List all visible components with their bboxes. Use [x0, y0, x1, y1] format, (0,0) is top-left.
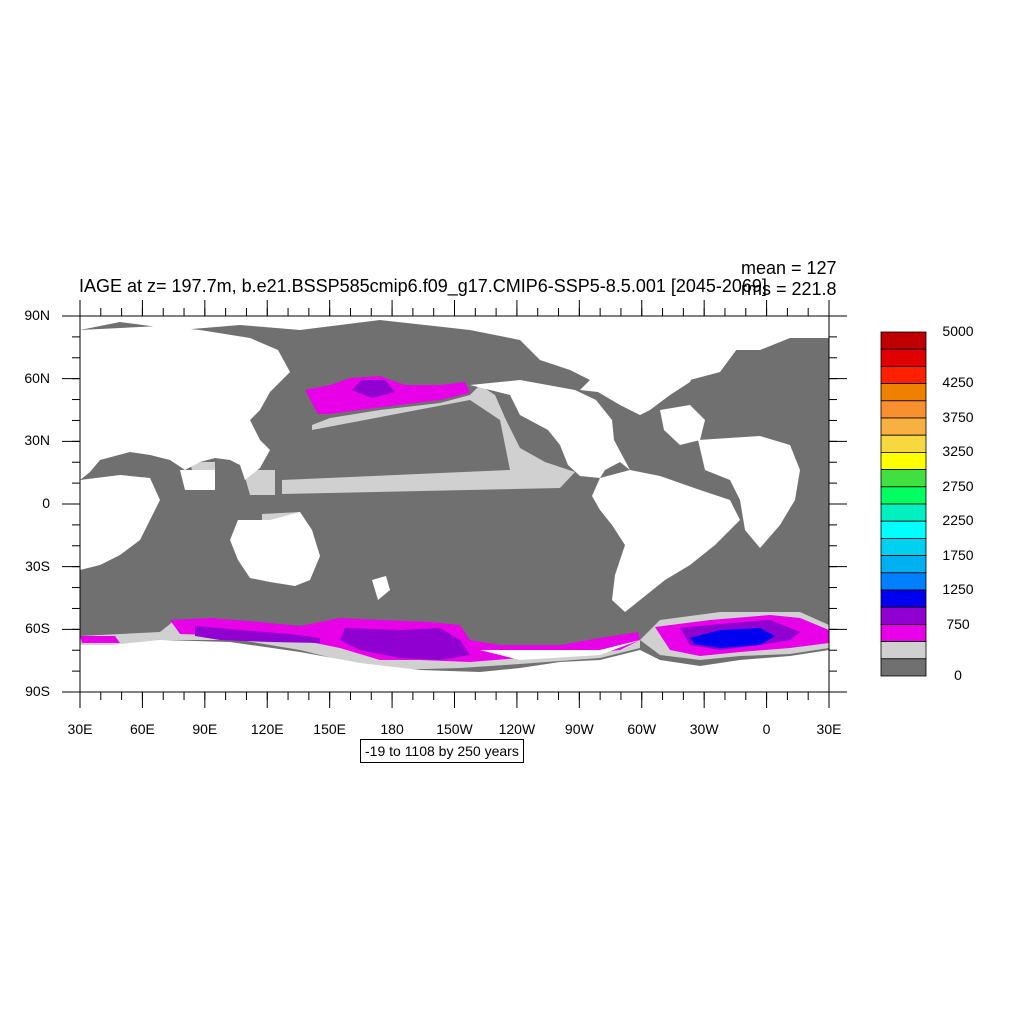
- colorbar-label: 0: [954, 667, 962, 683]
- land-masses: [80, 316, 829, 692]
- lon-label: 150W: [436, 721, 473, 737]
- axis-ticks: [62, 300, 847, 708]
- colorbar-box: [880, 348, 927, 367]
- colorbar-label: 3250: [942, 443, 974, 459]
- colorbar-box: [880, 400, 927, 419]
- colorbar-label: 3750: [942, 409, 974, 425]
- colorbar-box: [880, 365, 927, 384]
- colorbar-label: 2250: [942, 512, 974, 528]
- stat-mean: mean = 127: [741, 258, 837, 278]
- lon-label: 30E: [816, 721, 842, 737]
- lon-label: 120W: [498, 721, 536, 737]
- colorbar-box: [880, 641, 927, 660]
- colorbar-box: [880, 383, 927, 402]
- lon-label: 60W: [627, 721, 657, 737]
- colorbar-label: 5000: [942, 323, 974, 339]
- lat-label: 60S: [25, 620, 50, 637]
- lon-label: 150E: [313, 721, 346, 737]
- lon-label: 90E: [192, 721, 218, 737]
- colorbar-box: [880, 486, 927, 505]
- lat-label: 90N: [24, 307, 50, 323]
- lon-label: 30W: [689, 721, 719, 737]
- colorbar-box: [880, 538, 927, 557]
- colorbar-box: [880, 589, 927, 608]
- plot-title: IAGE at z= 197.7m, b.e21.BSSP585cmip6.f0…: [79, 276, 767, 296]
- lon-label: 0: [762, 721, 771, 737]
- colorbar-label: 1250: [942, 581, 974, 597]
- lat-label: 30N: [24, 432, 50, 449]
- colorbar-box: [880, 572, 927, 591]
- colorbar: [880, 331, 927, 677]
- colorbar-box: [880, 417, 927, 436]
- lon-label: 120E: [250, 721, 284, 737]
- lon-label: 90W: [564, 721, 594, 737]
- colorbar-label: 750: [946, 616, 970, 632]
- colorbar-box: [880, 520, 927, 539]
- colorbar-label: 1750: [942, 547, 974, 563]
- lon-label: 30E: [67, 721, 93, 737]
- colorbar-box: [880, 434, 927, 453]
- colorbar-box: [880, 624, 927, 643]
- colorbar-box: [880, 503, 927, 522]
- colorbar-box: [880, 658, 927, 677]
- colorbar-box: [880, 606, 927, 625]
- range-footnote: -19 to 1108 by 250 years: [360, 739, 524, 763]
- lat-label: 90S: [25, 683, 50, 699]
- lat-label: 30S: [25, 557, 50, 574]
- colorbar-box: [880, 555, 927, 574]
- lon-label: 60E: [129, 721, 155, 737]
- lon-label: 180: [380, 721, 404, 737]
- lat-label: 0: [42, 495, 50, 511]
- colorbar-box: [880, 331, 927, 350]
- colorbar-box: [880, 469, 927, 488]
- stat-rms: rms = 221.8: [741, 279, 837, 299]
- lat-label: 60N: [24, 369, 50, 386]
- colorbar-label: 4250: [942, 374, 974, 390]
- age-band-blue: [690, 628, 775, 648]
- colorbar-box: [880, 451, 927, 470]
- colorbar-label: 2750: [942, 478, 974, 494]
